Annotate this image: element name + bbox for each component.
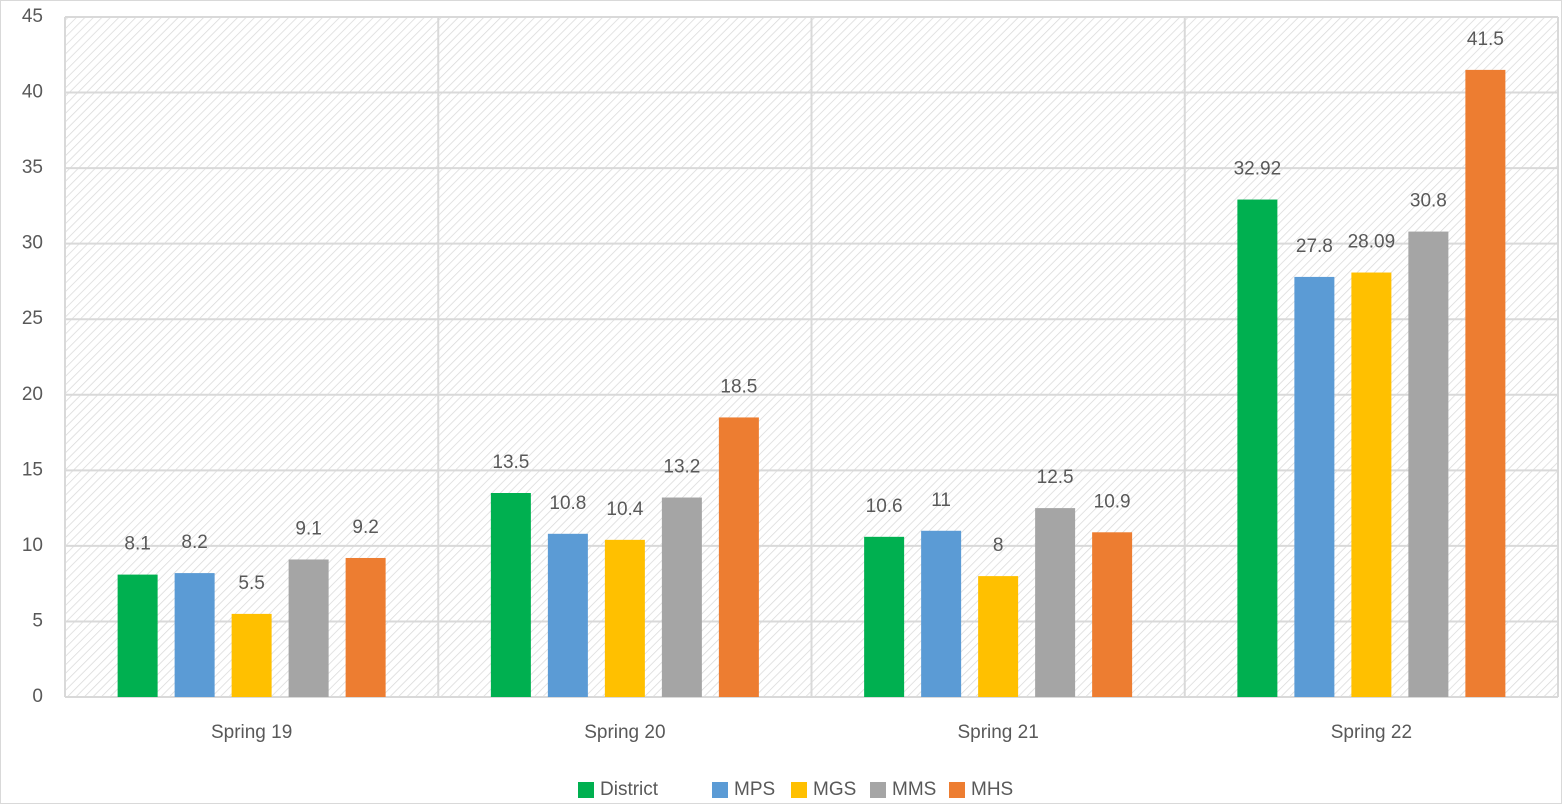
- bar: [288, 559, 329, 697]
- legend-swatch: [870, 782, 886, 798]
- value-label: 41.5: [1467, 29, 1504, 50]
- legend-swatch: [791, 782, 807, 798]
- legend-swatch: [712, 782, 728, 798]
- bar: [1092, 532, 1133, 697]
- bar: [1035, 508, 1076, 697]
- legend-swatch: [949, 782, 965, 798]
- bar: [1294, 276, 1335, 697]
- bar: [547, 533, 588, 697]
- value-label: 30.8: [1410, 191, 1447, 212]
- legend-swatch: [578, 782, 594, 798]
- value-label: 13.2: [663, 457, 700, 478]
- bar: [231, 613, 272, 697]
- bar: [864, 536, 905, 697]
- value-label: 8.2: [181, 532, 207, 553]
- bar: [1237, 199, 1278, 697]
- value-label: 28.09: [1348, 232, 1396, 253]
- value-label: 10.9: [1094, 491, 1131, 512]
- value-label: 13.5: [492, 452, 529, 473]
- value-label: 10.4: [606, 499, 643, 520]
- y-tick-label: 35: [22, 157, 43, 178]
- x-tick-label: Spring 21: [957, 722, 1038, 743]
- x-tick-label: Spring 20: [584, 722, 665, 743]
- value-label: 8: [993, 535, 1004, 556]
- y-tick-label: 40: [22, 82, 43, 103]
- x-tick-label: Spring 19: [211, 722, 292, 743]
- y-tick-label: 45: [22, 6, 43, 27]
- y-tick-label: 0: [32, 686, 43, 707]
- bar: [604, 539, 645, 697]
- bar: [1465, 69, 1506, 697]
- value-label: 10.8: [549, 493, 586, 514]
- bar: [345, 557, 386, 697]
- value-label: 27.8: [1296, 236, 1333, 257]
- y-tick-label: 30: [22, 233, 43, 254]
- value-label: 18.5: [720, 376, 757, 397]
- bar: [1408, 231, 1449, 698]
- y-tick-label: 5: [32, 610, 43, 631]
- value-label: 11: [931, 490, 951, 511]
- bar: [661, 497, 702, 697]
- bar: [921, 530, 962, 697]
- bar: [117, 574, 158, 697]
- y-tick-label: 25: [22, 308, 43, 329]
- x-tick-label: Spring 22: [1331, 722, 1412, 743]
- value-label: 9.2: [352, 517, 378, 538]
- legend-label: MMS: [892, 779, 936, 800]
- legend-label: MHS: [971, 779, 1013, 800]
- value-label: 10.6: [866, 496, 903, 517]
- y-tick-label: 10: [22, 535, 43, 556]
- y-tick-label: 20: [22, 384, 43, 405]
- y-tick-label: 15: [22, 459, 43, 480]
- bar: [718, 417, 759, 697]
- value-label: 8.1: [124, 534, 150, 555]
- legend-label: MPS: [734, 779, 775, 800]
- bar: [978, 576, 1019, 697]
- value-label: 32.92: [1234, 159, 1282, 180]
- value-label: 9.1: [295, 519, 321, 540]
- value-label: 12.5: [1037, 467, 1074, 488]
- value-label: 5.5: [238, 573, 264, 594]
- legend-label: MGS: [813, 779, 856, 800]
- bar: [174, 573, 215, 697]
- bar: [1351, 272, 1392, 697]
- bar: [490, 493, 531, 697]
- legend-label: District: [600, 779, 659, 800]
